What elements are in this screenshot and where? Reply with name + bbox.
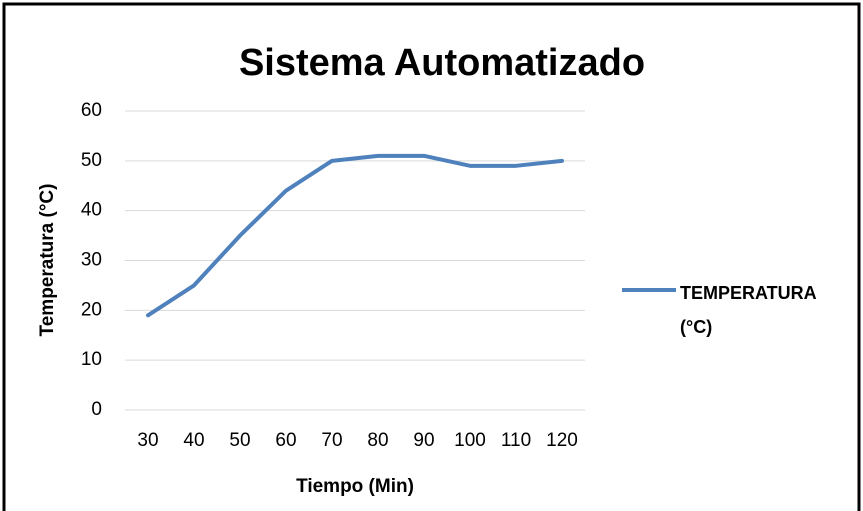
y-tick-label: 20: [81, 299, 102, 320]
x-tick-label: 100: [454, 430, 486, 451]
y-tick-label: 10: [81, 349, 102, 370]
y-tick-label: 30: [81, 250, 102, 271]
legend-label: TEMPERATURA (°C): [680, 283, 816, 337]
x-tick-label: 30: [137, 430, 158, 451]
x-tick-label: 110: [501, 430, 531, 451]
y-tick-label: 50: [81, 150, 102, 171]
y-tick-label: 40: [81, 200, 102, 221]
data-line: [146, 153, 564, 318]
x-tick-label: 70: [321, 430, 342, 451]
y-tick-label: 60: [81, 100, 102, 121]
x-tick-label: 120: [546, 430, 578, 451]
y-tick-label: 0: [91, 399, 102, 420]
x-tick-label: 40: [183, 430, 204, 451]
x-tick-label: 80: [367, 430, 388, 451]
x-tick-label: 50: [229, 430, 250, 451]
x-axis-title: Tiempo (Min): [296, 476, 414, 497]
chart-title: Sistema Automatizado: [239, 42, 645, 84]
y-axis-title: Temperatura (°C): [37, 184, 58, 337]
x-tick-label: 90: [413, 430, 434, 451]
x-tick-label: 60: [275, 430, 296, 451]
